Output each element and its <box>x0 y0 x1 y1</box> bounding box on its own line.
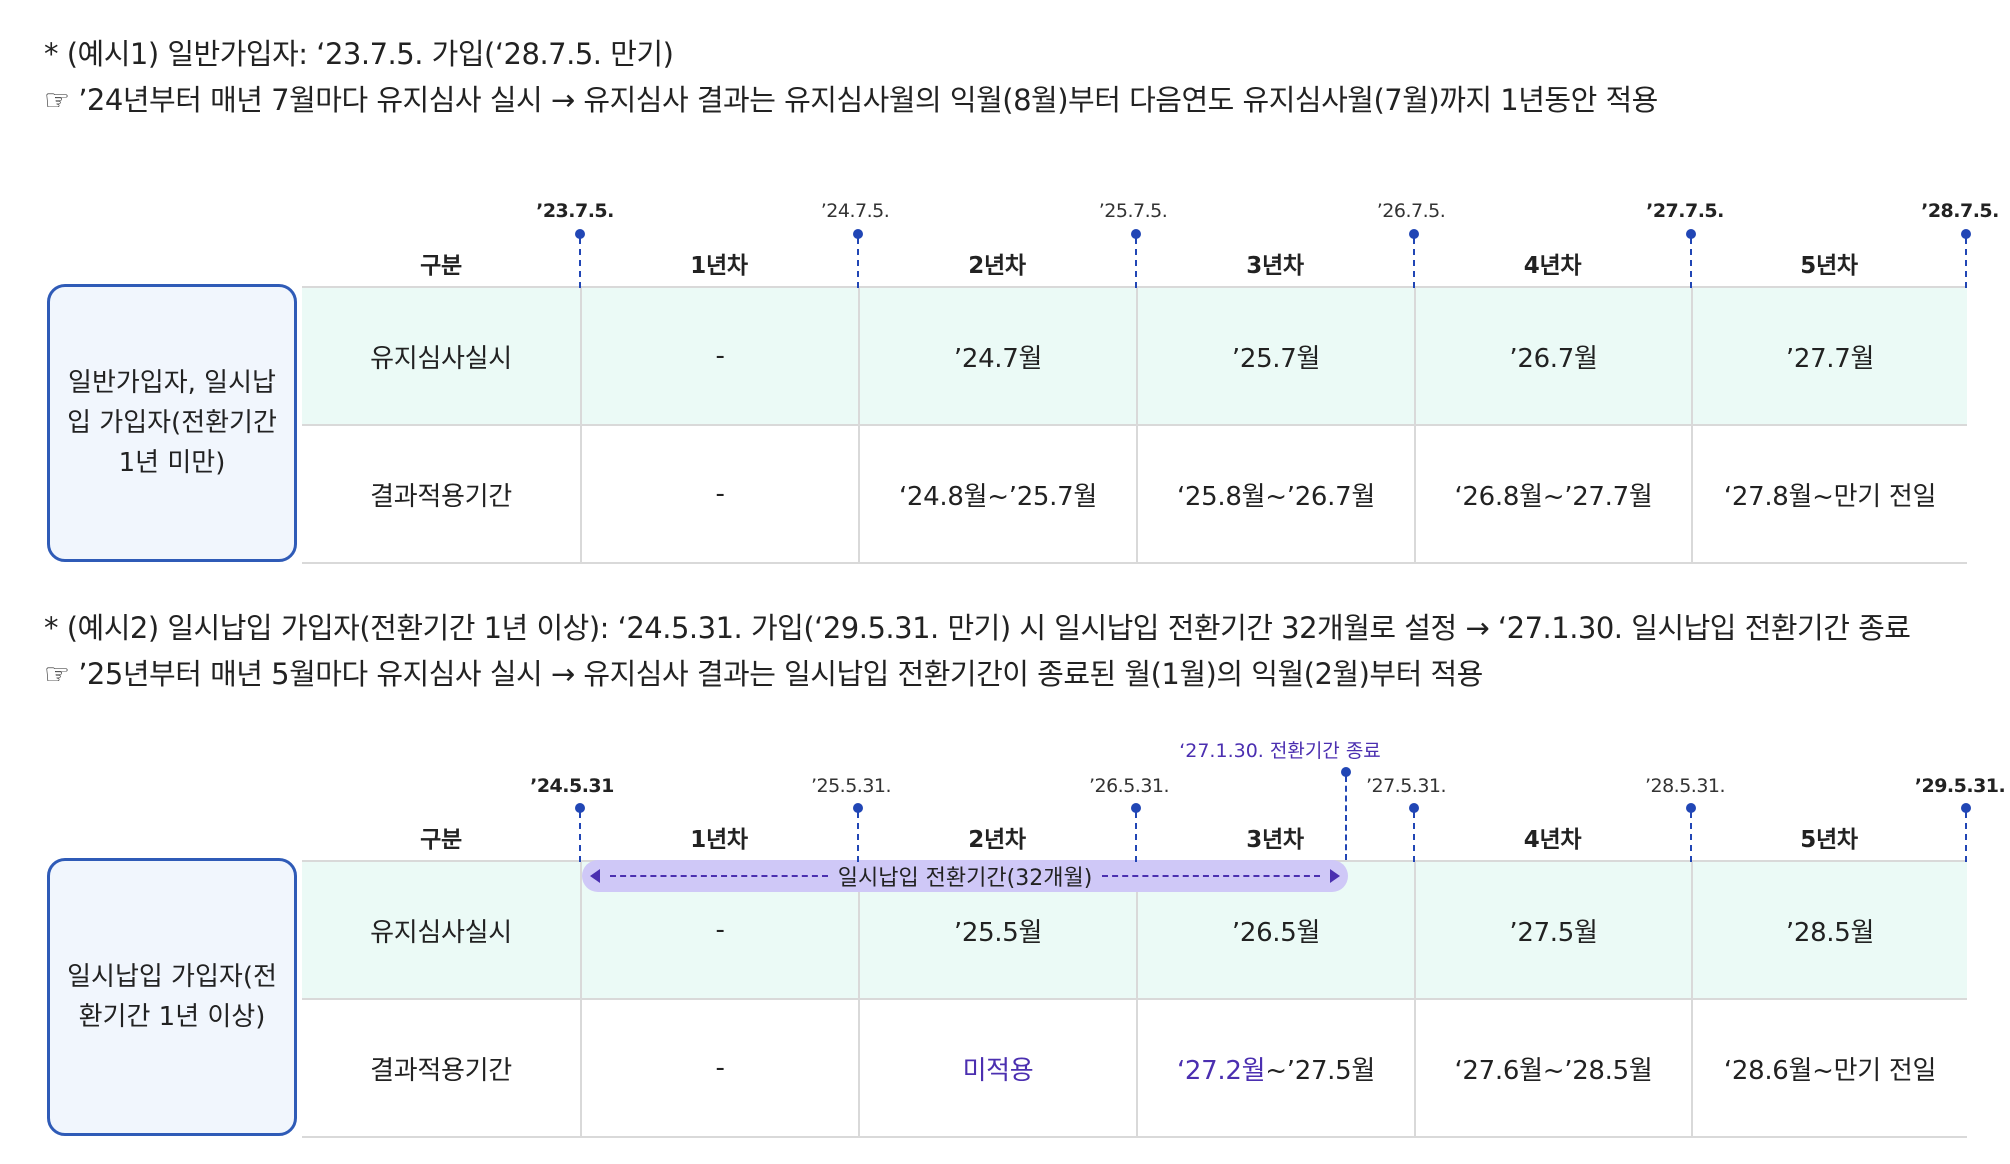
applied-end-month: ~’27.5월 <box>1265 1055 1376 1086</box>
table-cell: ‘27.2월 ~’27.5월 <box>1136 1000 1414 1136</box>
header-cell: 구분 <box>420 253 462 279</box>
header-cell: 5년차 <box>1800 253 1858 279</box>
timeline-marker <box>1965 812 1967 862</box>
conversion-end-label: ‘27.1.30. 전환기간 종료 <box>1179 740 1381 762</box>
table-cell: - <box>580 862 858 998</box>
table-row: 결과적용기간 - ‘24.8월~’25.7월 ‘25.8월~’26.7월 ‘26… <box>302 426 1967 564</box>
table-cell: ‘27.8월~만기 전일 <box>1691 426 1967 562</box>
header-cell: 2년차 <box>968 253 1026 279</box>
ex1-date-3: ’26.7.5. <box>1376 200 1446 222</box>
table-cell: ’25.7월 <box>1136 288 1414 424</box>
period-dash-left <box>610 875 828 877</box>
timeline-marker <box>1413 238 1415 288</box>
example1-note-line1: * (예시1) 일반가입자: ‘23.7.5. 가입(‘28.7.5. 만기) <box>44 37 674 71</box>
timeline-marker <box>1413 812 1415 862</box>
ex1-date-2: ’25.7.5. <box>1098 200 1168 222</box>
ex1-date-4: ’27.7.5. <box>1646 200 1724 222</box>
table-cell: - <box>580 288 858 424</box>
ex1-date-5: ’28.7.5. <box>1921 200 1999 222</box>
timeline-marker <box>579 812 581 862</box>
example2-category-box: 일시납입 가입자(전환기간 1년 이상) <box>47 858 297 1136</box>
timeline-marker <box>857 812 859 862</box>
table-cell: ’26.5월 <box>1136 862 1414 998</box>
row-label: 유지심사실시 <box>370 343 512 374</box>
table-cell: ‘27.6월~’28.5월 <box>1414 1000 1691 1136</box>
header-cell: 1년차 <box>690 827 748 853</box>
table-cell: ’28.5월 <box>1691 862 1967 998</box>
conversion-end-dot <box>1341 767 1351 777</box>
table-cell: ‘24.8월~’25.7월 <box>858 426 1136 562</box>
table-row: 결과적용기간 - 미적용 ‘27.2월 ~’27.5월 ‘27.6월~’28.5월… <box>302 1000 1967 1138</box>
timeline-dot <box>1961 229 1971 239</box>
table-cell-not-applied: 미적용 <box>858 1000 1136 1136</box>
ex2-date-3: ’27.5.31. <box>1365 775 1447 797</box>
header-cell: 구분 <box>420 827 462 853</box>
table-row: 유지심사실시 - ’24.7월 ’25.7월 ’26.7월 ’27.7월 <box>302 288 1967 426</box>
example1-category-label: 일반가입자, 일시납입 가입자(전환기간 1년 미만) <box>67 368 277 478</box>
timeline-dot <box>1686 229 1696 239</box>
timeline-dot <box>575 803 585 813</box>
table-cell: ‘28.6월~만기 전일 <box>1691 1000 1967 1136</box>
table-cell: ’27.7월 <box>1691 288 1967 424</box>
timeline-dot <box>1131 229 1141 239</box>
timeline-marker <box>1135 812 1137 862</box>
header-cell: 3년차 <box>1246 827 1304 853</box>
header-cell: 3년차 <box>1246 253 1304 279</box>
header-cell: 2년차 <box>968 827 1026 853</box>
timeline-dot <box>853 803 863 813</box>
table-cell: ’26.7월 <box>1414 288 1691 424</box>
table-cell: ‘25.8월~’26.7월 <box>1136 426 1414 562</box>
timeline-marker <box>1135 238 1137 288</box>
conversion-period-bar: 일시납입 전환기간(32개월) <box>582 860 1348 892</box>
ex1-date-0: ’23.7.5. <box>536 200 614 222</box>
table-cell: ’25.5월 <box>858 862 1136 998</box>
example2-category-label: 일시납입 가입자(전환기간 1년 이상) <box>67 962 277 1032</box>
table-cell: ’24.7월 <box>858 288 1136 424</box>
timeline-dot <box>853 229 863 239</box>
ex2-date-4: ’28.5.31. <box>1644 775 1726 797</box>
ex2-date-0: ’24.5.31 <box>530 775 614 797</box>
table-cell: - <box>580 1000 858 1136</box>
example1-note-line2: ☞ ’24년부터 매년 7월마다 유지심사 실시 → 유지심사 결과는 유지심사… <box>44 83 1658 117</box>
example1-category-box: 일반가입자, 일시납입 가입자(전환기간 1년 미만) <box>47 284 297 562</box>
timeline-marker <box>1690 812 1692 862</box>
example2-note-line1: * (예시2) 일시납입 가입자(전환기간 1년 이상): ‘24.5.31. … <box>44 611 1911 645</box>
timeline-dot <box>575 229 585 239</box>
row-label: 유지심사실시 <box>370 917 512 948</box>
timeline-dot <box>1409 803 1419 813</box>
header-cell: 4년차 <box>1523 253 1582 279</box>
timeline-dot <box>1961 803 1971 813</box>
header-cell: 5년차 <box>1800 827 1858 853</box>
arrow-left-icon <box>590 869 600 883</box>
table-cell: ’27.5월 <box>1414 862 1691 998</box>
table-cell: ‘26.8월~’27.7월 <box>1414 426 1691 562</box>
timeline-marker <box>1965 238 1967 288</box>
header-cell: 1년차 <box>690 253 748 279</box>
row-label: 결과적용기간 <box>370 481 512 512</box>
arrow-right-icon <box>1330 869 1340 883</box>
period-dash-right <box>1102 875 1320 877</box>
applied-start-month: ‘27.2월 <box>1176 1055 1266 1086</box>
timeline-dot <box>1409 229 1419 239</box>
ex2-date-5: ’29.5.31. <box>1914 775 2006 797</box>
example1-table: 구분 1년차 2년차 3년차 4년차 5년차 유지심사실시 - ’24.7월 ’… <box>302 240 1967 564</box>
ex2-date-1: ’25.5.31. <box>810 775 892 797</box>
timeline-marker <box>1690 238 1692 288</box>
table-cell: - <box>580 426 858 562</box>
ex1-date-1: ’24.7.5. <box>820 200 890 222</box>
timeline-marker <box>857 238 859 288</box>
timeline-marker <box>579 238 581 288</box>
conversion-period-label: 일시납입 전환기간(32개월) <box>837 866 1093 891</box>
header-cell: 4년차 <box>1523 827 1582 853</box>
table-row: 유지심사실시 - ’25.5월 ’26.5월 ’27.5월 ’28.5월 <box>302 862 1967 1000</box>
timeline-dot <box>1686 803 1696 813</box>
row-label: 결과적용기간 <box>370 1055 512 1086</box>
example2-note-line2: ☞ ’25년부터 매년 5월마다 유지심사 실시 → 유지심사 결과는 일시납입… <box>44 657 1483 691</box>
ex2-date-2: ’26.5.31. <box>1088 775 1170 797</box>
conversion-end-marker <box>1345 776 1347 860</box>
timeline-dot <box>1131 803 1141 813</box>
